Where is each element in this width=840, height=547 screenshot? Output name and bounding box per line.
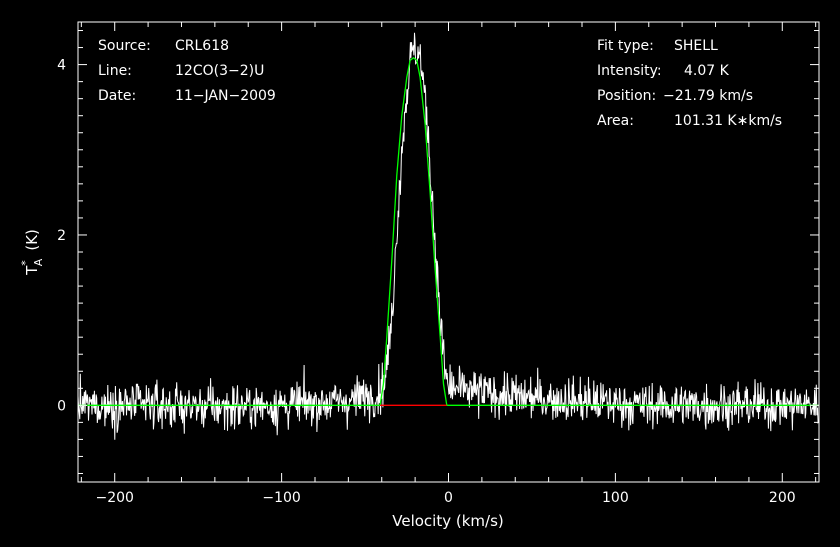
y-label-main: T <box>23 265 41 276</box>
x-tick-label: 0 <box>444 490 453 506</box>
info-fit-type-value: SHELL <box>674 38 718 54</box>
y-tick-label: 4 <box>57 58 66 74</box>
info-right: Fit type: SHELL Intensity: 4.07 K Positi… <box>597 38 782 129</box>
info-fit-type-label: Fit type: <box>597 38 654 54</box>
svg-text:T*A(K): T*A (K) <box>19 229 45 276</box>
y-label-sup: * <box>19 260 32 266</box>
x-tick-label: −100 <box>262 490 300 506</box>
info-line-value: 12CO(3−2)U <box>175 63 264 79</box>
info-area-label: Area: <box>597 113 634 129</box>
y-label-unit: (K) <box>23 229 41 251</box>
info-line-label: Line: <box>98 63 132 79</box>
info-intensity-label: Intensity: <box>597 63 662 79</box>
x-tick-label: 200 <box>769 490 796 506</box>
y-axis-label: T*A (K) <box>19 229 45 276</box>
data-layer <box>77 32 820 440</box>
x-tick-labels: −200 −100 0 100 200 <box>95 490 795 506</box>
info-position-value: −21.79 km/s <box>663 88 753 104</box>
y-tick-label: 2 <box>57 228 66 244</box>
info-area-value: 101.31 K∗km/s <box>674 113 782 129</box>
info-date-value: 11−JAN−2009 <box>175 88 276 104</box>
x-tick-label: 100 <box>602 490 629 506</box>
info-intensity-value: 4.07 K <box>684 63 730 79</box>
axis-ticks <box>78 22 819 482</box>
info-source-label: Source: <box>98 38 151 54</box>
shell-fit-line <box>78 56 819 406</box>
info-date-label: Date: <box>98 88 136 104</box>
info-source-value: CRL618 <box>175 38 229 54</box>
y-label-sub: A <box>32 258 45 266</box>
x-tick-label: −200 <box>95 490 133 506</box>
y-tick-label: 0 <box>57 398 66 414</box>
info-position-label: Position: <box>597 88 656 104</box>
x-axis-label: Velocity (km/s) <box>392 512 503 530</box>
y-tick-labels: 0 2 4 <box>57 58 66 415</box>
info-left: Source: CRL618 Line: 12CO(3−2)U Date: 11… <box>98 38 276 104</box>
